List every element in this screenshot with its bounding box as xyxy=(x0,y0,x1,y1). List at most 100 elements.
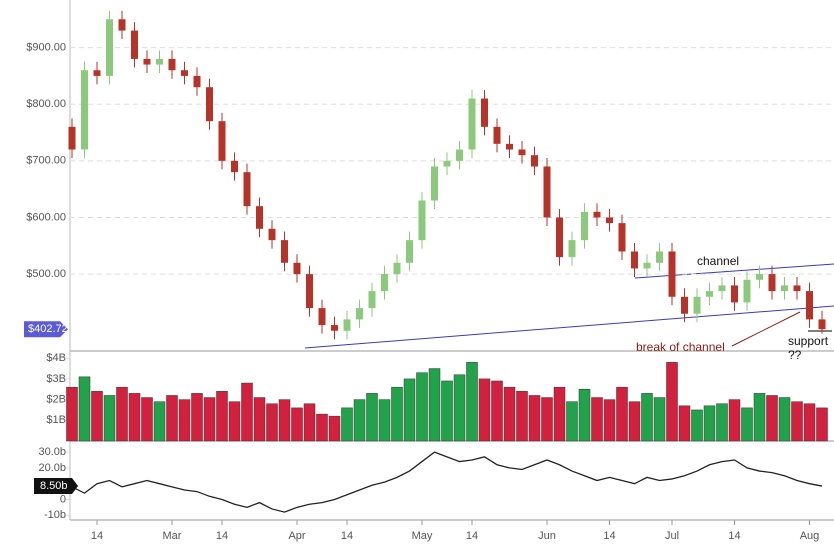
candle-body xyxy=(506,143,513,150)
volume-bar xyxy=(403,378,416,442)
candle-body xyxy=(131,30,138,59)
y-tick-label: 0 xyxy=(60,493,66,505)
volume-bar xyxy=(503,386,516,442)
volume-bar xyxy=(441,380,453,442)
candle-body xyxy=(118,19,126,31)
volume-bar xyxy=(728,399,741,442)
y-tick-label: 20.0b xyxy=(38,462,66,474)
volume-bar xyxy=(128,393,141,442)
candle-body xyxy=(718,285,726,292)
x-tick-label: 14 xyxy=(603,530,615,542)
candle-body xyxy=(206,87,213,122)
y-tick-label: $2B xyxy=(46,394,66,406)
volume-bar xyxy=(703,405,716,442)
candle-body xyxy=(518,149,526,156)
volume-bar xyxy=(203,397,216,442)
candle-body xyxy=(106,19,113,76)
volume-bar xyxy=(66,386,78,442)
volume-bar xyxy=(541,397,553,442)
candle-body xyxy=(293,262,301,275)
candle-body xyxy=(243,172,251,207)
candle-body xyxy=(168,58,176,71)
volume-bar xyxy=(316,413,328,442)
volume-bar xyxy=(278,399,291,442)
candle-body xyxy=(531,155,538,167)
candle-body xyxy=(406,240,413,263)
volume-bar xyxy=(216,391,228,442)
value-tag xyxy=(34,478,78,495)
candle-body xyxy=(743,279,751,303)
volume-bar xyxy=(253,397,266,442)
volume-bar xyxy=(816,407,828,442)
candle-body xyxy=(356,308,363,320)
volume-bar xyxy=(366,393,378,442)
volume-bar xyxy=(228,401,241,442)
y-tick-label: $700.00 xyxy=(26,155,66,167)
trend-line xyxy=(304,305,834,349)
volume-bar xyxy=(353,399,366,442)
candle-body xyxy=(306,274,313,309)
candle-body xyxy=(331,325,338,331)
candle-body xyxy=(481,98,488,127)
candle-body xyxy=(556,217,563,258)
annotation: channel xyxy=(697,254,739,268)
candle-body xyxy=(543,166,551,218)
volume-bar xyxy=(641,393,653,442)
volume-bar xyxy=(803,403,816,442)
y-tick-label: -10b xyxy=(44,509,66,521)
volume-bar xyxy=(516,391,528,442)
candle-body xyxy=(668,251,676,297)
candle-body xyxy=(193,75,201,88)
volume-bar xyxy=(478,378,491,442)
volume-bar xyxy=(766,395,778,442)
channel-line xyxy=(634,263,834,279)
volume-bar xyxy=(378,399,391,442)
y-tick-label: $800.00 xyxy=(26,98,66,110)
candle-body xyxy=(781,285,788,292)
volume-bar xyxy=(591,397,603,442)
plot: $500.00 $600.00 $700.00 $800.00 $900.00 $402.… xyxy=(24,10,834,542)
candle-body xyxy=(256,206,263,229)
candle-body xyxy=(381,274,388,292)
price-tag xyxy=(24,321,68,338)
volume-bar xyxy=(303,403,316,442)
volume-bar xyxy=(466,362,478,442)
x-tick-label: Mar xyxy=(163,530,182,542)
volume-bar xyxy=(716,403,728,442)
volume-bar xyxy=(178,399,191,442)
volume-bar xyxy=(691,409,703,442)
volume-bar xyxy=(628,401,641,442)
x-tick-label: May xyxy=(412,530,433,542)
volume-bar xyxy=(778,397,791,442)
annotation-line xyxy=(731,311,801,347)
volume-bar xyxy=(566,401,578,442)
volume-bar xyxy=(91,391,103,442)
candle-body xyxy=(218,121,226,161)
candle-body xyxy=(268,228,276,241)
volume-bar xyxy=(616,386,628,442)
candle-body xyxy=(181,70,188,76)
y-tick-label: $500.00 xyxy=(26,268,66,280)
x-tick-label: 14 xyxy=(466,530,478,542)
volume-bar xyxy=(553,386,566,442)
candle-body xyxy=(593,211,601,218)
candle-body xyxy=(318,308,326,326)
candle-body xyxy=(656,251,663,263)
x-tick-label: Jun xyxy=(538,530,556,542)
annotation: ?? xyxy=(788,348,802,362)
volume-bar xyxy=(428,368,441,442)
x-tick-label: 14 xyxy=(91,530,103,542)
candle-body xyxy=(806,291,813,320)
volume-bar xyxy=(491,380,503,442)
y-tick-label: $600.00 xyxy=(26,211,66,223)
candle-body xyxy=(643,262,651,269)
y-tick-label: $4B xyxy=(46,352,66,364)
volume-bar xyxy=(153,401,166,442)
x-tick-label: Jul xyxy=(665,530,679,542)
x-tick-label: Apr xyxy=(288,530,305,542)
x-tick-label: 14 xyxy=(728,530,740,542)
candle-body xyxy=(706,291,713,297)
candle-body xyxy=(343,319,351,331)
value-tag-label: 8.50b xyxy=(40,480,68,492)
